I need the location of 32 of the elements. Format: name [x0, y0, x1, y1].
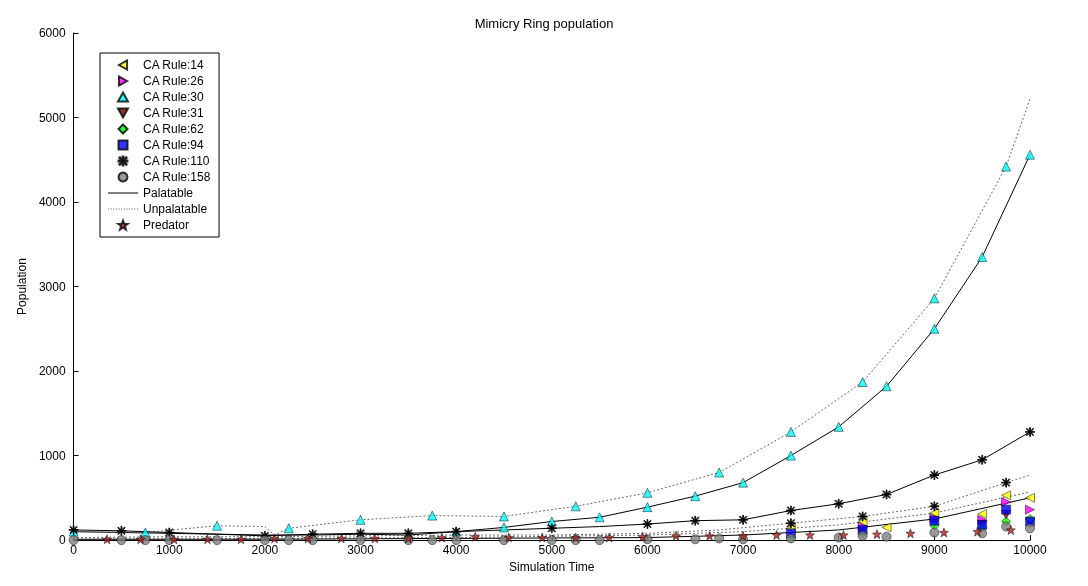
legend-label: Predator: [143, 218, 190, 232]
legend-label: CA Rule:14: [143, 58, 205, 72]
legend-label: CA Rule:31: [143, 106, 205, 120]
x-tick-label: 9000: [921, 543, 949, 558]
x-tick-label: 4000: [442, 543, 470, 558]
x-tick-label: 6000: [634, 543, 662, 558]
legend-label: CA Rule:62: [143, 122, 205, 136]
legend-label: Palatable: [143, 186, 194, 200]
legend-label: CA Rule:158: [143, 170, 211, 184]
legend-label: Unpalatable: [143, 202, 208, 216]
y-tick-label: 0: [58, 533, 66, 548]
x-tick-label: 2000: [251, 543, 279, 558]
x-tick-label: 8000: [825, 543, 853, 558]
legend-label: CA Rule:110: [143, 154, 210, 168]
legend-label: CA Rule:26: [143, 74, 205, 88]
y-tick-label: 6000: [38, 26, 66, 40]
y-tick-label: 5000: [38, 110, 66, 125]
x-tick-label: 5000: [538, 543, 566, 558]
x-axis-title: Simulation Time: [509, 560, 595, 574]
x-tick-label: 10000: [1013, 543, 1048, 558]
x-tick-label: 3000: [347, 543, 375, 558]
x-tick-label: 1000: [155, 543, 183, 558]
chart-title: Mimicry Ring population: [474, 16, 614, 31]
y-tick-label: 1000: [38, 448, 66, 463]
y-tick-label: 3000: [38, 279, 66, 294]
x-tick-label: 7000: [729, 543, 757, 558]
y-tick-label: 2000: [38, 364, 66, 379]
y-axis-title: Population: [15, 258, 29, 315]
legend-label: CA Rule:30: [143, 90, 205, 104]
x-tick-label: 0: [70, 543, 78, 558]
y-tick-label: 4000: [38, 195, 66, 210]
legend-label: CA Rule:94: [143, 138, 205, 152]
